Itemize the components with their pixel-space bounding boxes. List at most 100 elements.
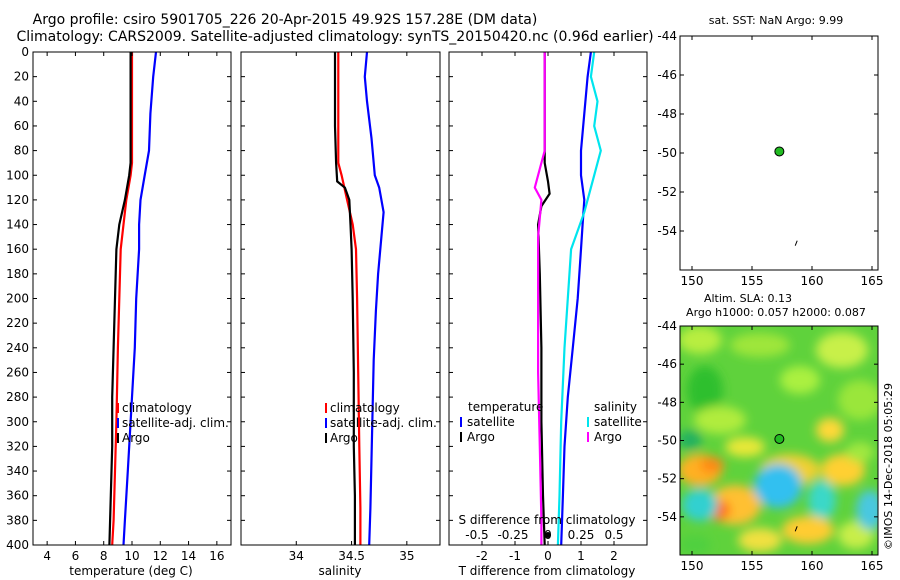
difference-series-3-line: [533, 52, 546, 545]
sla-blob: [730, 333, 790, 357]
salinity-series-0-line: [363, 51, 385, 546]
difference-xtick-label: 1: [577, 549, 585, 563]
sat-sst-map-xtick-label: 160: [801, 274, 824, 288]
depth-tick-label: 340: [6, 464, 29, 478]
difference-s-tick-label: -0.25: [497, 528, 528, 542]
sla-blob: [700, 457, 724, 473]
depth-tick-label: 320: [6, 439, 29, 453]
temperature-xtick-label: 12: [153, 549, 168, 563]
difference-series-0-line: [560, 51, 592, 546]
difference-s-tick-label: 0.25: [568, 528, 595, 542]
salinity-xtick-label: 34: [289, 549, 304, 563]
temperature-legend-entry: satellite-adj. clim.: [122, 416, 229, 430]
depth-tick-label: 260: [6, 365, 29, 379]
temperature-xtick-label: 8: [100, 549, 108, 563]
temperature-xtick-label: 4: [43, 549, 51, 563]
difference-zero-dot: [545, 532, 551, 538]
difference-xtick-label: 2: [610, 549, 618, 563]
altim-sla-map-ytick-label: -46: [657, 357, 677, 371]
sla-blob: [816, 332, 868, 368]
depth-tick-label: 380: [6, 513, 29, 527]
depth-tick-label: 40: [14, 94, 29, 108]
depth-tick-label: 300: [6, 415, 29, 429]
sla-blob: [856, 490, 878, 530]
salinity-legend-entry: Argo: [330, 431, 358, 445]
sla-blob: [680, 326, 722, 354]
temperature-legend-entry: climatology: [122, 401, 192, 415]
altim-sla-map-ytick-label: -52: [657, 472, 677, 486]
salinity-legend-entry: satellite-adj. clim.: [330, 416, 437, 430]
depth-tick-label: 160: [6, 242, 29, 256]
imos-watermark: ©IMOS 14-Dec-2018 05:05:29: [882, 383, 895, 550]
salinity-frame: [240, 51, 441, 546]
sat-sst-map-ytick-label: -54: [657, 224, 677, 238]
sla-blob: [838, 380, 878, 420]
depth-tick-label: 280: [6, 390, 29, 404]
difference-xtick-label: 0: [544, 549, 552, 563]
difference-legend-entry: Argo: [594, 430, 622, 444]
sla-blob: [680, 535, 711, 555]
temperature-xtick-label: 6: [72, 549, 80, 563]
sla-map-title-line2: Argo h1000: 0.057 h2000: 0.087: [686, 306, 866, 319]
figure-title-line1: Argo profile: csiro 5901705_226 20-Apr-2…: [33, 12, 538, 28]
difference-s-tick-label: 0.5: [604, 528, 623, 542]
sat-sst-map-xtick-label: 150: [681, 274, 704, 288]
depth-tick-label: 80: [14, 144, 29, 158]
depth-tick-label: 0: [21, 45, 29, 59]
depth-tick-label: 100: [6, 168, 29, 182]
depth-tick-label: 360: [6, 489, 29, 503]
salinity-xtick-label: 34.5: [338, 549, 365, 563]
difference-legend-title-salinity: salinity: [594, 400, 637, 414]
depth-tick-label: 180: [6, 267, 29, 281]
sst-map-title: sat. SST: NaN Argo: 9.99: [709, 14, 843, 27]
sat-sst-map-xtick-label: 165: [861, 274, 884, 288]
figure-title-line2: Climatology: CARS2009. Satellite-adjuste…: [16, 29, 653, 45]
difference-legend-title-temperature: temperature: [468, 400, 543, 414]
difference-xlabel: T difference from climatology: [458, 564, 636, 578]
difference-legend-entry: satellite: [594, 415, 642, 429]
sla-map-title-line1: Altim. SLA: 0.13: [704, 292, 792, 305]
altim-sla-map-xtick-label: 165: [861, 559, 884, 573]
sla-blob: [846, 442, 874, 462]
salinity-xlabel: salinity: [318, 564, 361, 578]
sla-blob: [687, 366, 723, 414]
sla-blob: [782, 516, 834, 544]
altim-sla-map-ytick-label: -54: [657, 510, 677, 524]
sat-sst-map-ytick-label: -52: [657, 185, 677, 199]
sla-blob: [816, 418, 844, 442]
sla-blob: [680, 430, 702, 450]
sat-sst-map-xtick-label: 155: [741, 274, 764, 288]
temperature-xtick-label: 10: [124, 549, 139, 563]
sla-blob: [821, 454, 865, 486]
sla-blob: [738, 528, 782, 552]
altim-sla-map-track-mark: [794, 526, 798, 532]
difference-series-2-line: [556, 51, 602, 546]
temperature-series-2-line: [108, 52, 132, 546]
sla-blob: [754, 464, 802, 508]
depth-tick-label: 220: [6, 316, 29, 330]
sla-blob: [694, 406, 746, 434]
depth-tick-label: 140: [6, 218, 29, 232]
sla-blob: [780, 366, 820, 394]
sla-blob: [682, 489, 718, 521]
altim-sla-map-ytick-label: -44: [657, 319, 677, 333]
sat-sst-map-ytick-label: -50: [657, 146, 677, 160]
sat-sst-map-ytick-label: -44: [657, 29, 677, 43]
sat-sst-map-ytick-label: -46: [657, 68, 677, 82]
sat-sst-map-track-mark: [794, 240, 798, 246]
difference-legend-entry: satellite: [467, 415, 515, 429]
depth-tick-label: 60: [14, 119, 29, 133]
sla-blob: [808, 480, 836, 520]
depth-tick-label: 120: [6, 193, 29, 207]
difference-xtick-label: -1: [509, 549, 521, 563]
altim-sla-map-xtick-label: 160: [801, 559, 824, 573]
difference-frame: [448, 51, 648, 546]
difference-s-tick-label: -0.5: [465, 528, 488, 542]
temperature-series-0-line: [122, 51, 158, 546]
sat-sst-map-argo-position-marker: [774, 146, 785, 157]
temperature-panel: 0 20 40 60 80 100 120 140 160 180 200 220 240 260 280 3…: [6, 45, 232, 563]
altim-sla-map-ytick-label: -48: [657, 395, 677, 409]
depth-tick-label: 20: [14, 70, 29, 84]
